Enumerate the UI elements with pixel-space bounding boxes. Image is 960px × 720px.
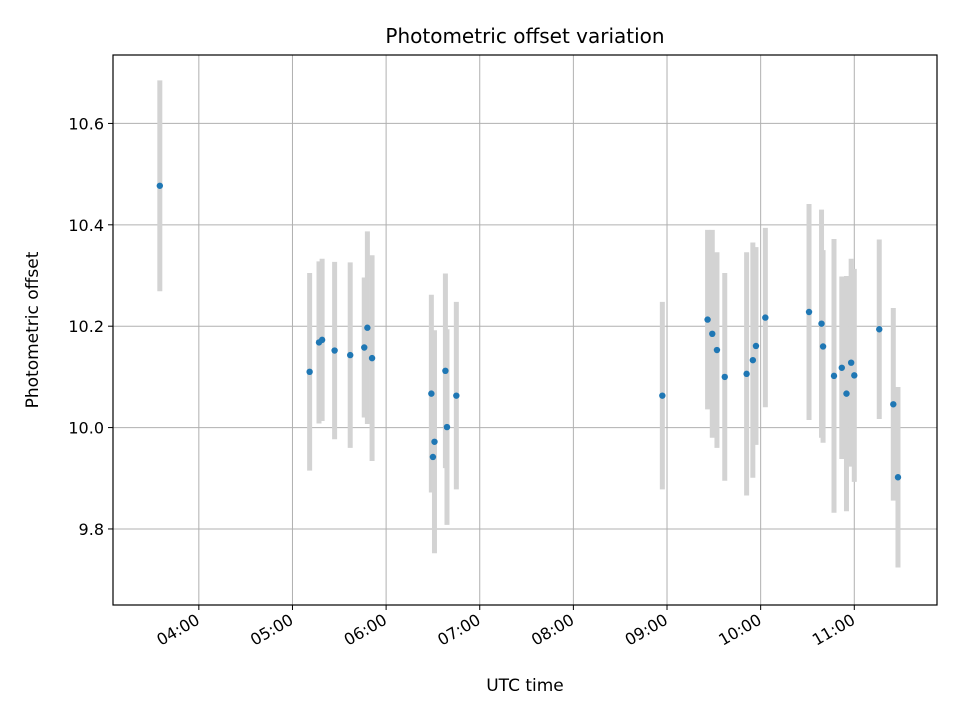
data-point — [431, 438, 438, 445]
data-point — [364, 324, 371, 331]
errorbar-layer — [157, 80, 901, 568]
y-tick-label: 9.8 — [79, 520, 104, 539]
data-point — [894, 474, 902, 481]
x-tick-label: 10:00 — [715, 610, 764, 650]
data-point — [713, 346, 721, 354]
data-point — [805, 308, 813, 316]
x-tick-label: 11:00 — [809, 610, 858, 650]
data-point — [752, 342, 760, 350]
data-point — [749, 356, 757, 364]
data-point — [306, 368, 313, 376]
data-point — [721, 373, 728, 381]
data-point — [442, 367, 449, 375]
data-point — [762, 314, 769, 321]
y-axis-ticks: 9.8 10.0 10.2 10.4 10.6 — [68, 114, 113, 539]
data-point — [331, 347, 338, 354]
data-point — [659, 392, 666, 399]
y-tick-label: 10.0 — [68, 419, 104, 438]
data-point — [743, 370, 750, 378]
data-point — [428, 390, 435, 397]
data-point — [819, 343, 827, 350]
x-tick-label: 05:00 — [247, 610, 296, 650]
y-tick-label: 10.6 — [68, 114, 104, 133]
data-point — [368, 354, 376, 362]
data-point — [347, 351, 354, 359]
data-point — [843, 390, 850, 397]
y-tick-label: 10.2 — [68, 317, 104, 336]
data-point — [876, 326, 883, 333]
x-tick-label: 08:00 — [528, 610, 577, 650]
plot-area-frame — [112, 54, 938, 606]
data-point — [709, 330, 716, 338]
x-axis-ticks: 04:00 05:00 06:00 07:00 08:00 09:00 10:00 11:00 — [153, 605, 858, 650]
data-point — [890, 401, 897, 408]
data-point — [847, 359, 855, 366]
data-point — [156, 182, 164, 189]
data-point — [361, 344, 368, 351]
data-point — [830, 372, 838, 380]
data-point — [453, 392, 460, 399]
y-tick-label: 10.4 — [68, 216, 104, 235]
data-point — [818, 320, 825, 327]
x-axis-label: UTC time — [486, 676, 564, 696]
grid-layer — [113, 55, 937, 605]
chart-title: Photometric offset variation — [385, 24, 664, 48]
data-point — [851, 372, 858, 379]
y-axis-label: Photometric offset — [23, 251, 43, 408]
data-point — [838, 364, 846, 371]
x-tick-label: 09:00 — [622, 610, 671, 650]
x-tick-label: 07:00 — [434, 610, 483, 650]
data-point — [318, 336, 326, 344]
data-point — [704, 316, 711, 323]
point-layer — [156, 182, 902, 481]
data-point — [429, 453, 437, 461]
x-tick-label: 04:00 — [153, 610, 202, 650]
x-tick-label: 06:00 — [341, 610, 390, 650]
data-point — [443, 423, 451, 431]
